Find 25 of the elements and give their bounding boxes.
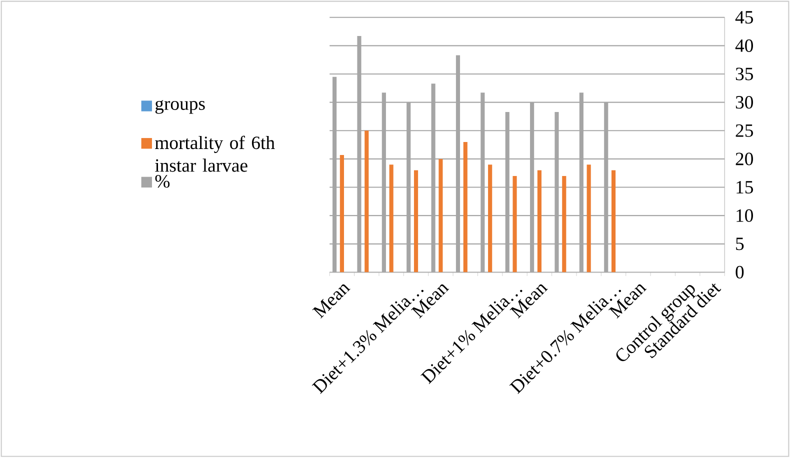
- y-tick-label: 45: [735, 11, 753, 24]
- bar: [364, 130, 369, 272]
- bar: [389, 164, 394, 272]
- legend-label: mortality of 6th instar larvae: [155, 136, 275, 172]
- bar: [463, 142, 468, 272]
- y-tick-label: 40: [735, 40, 753, 52]
- y-tick-label: 20: [736, 152, 753, 166]
- y-tick-label: 5: [736, 238, 744, 250]
- bar: [611, 170, 616, 272]
- legend-label: groups: [155, 100, 205, 114]
- y-tick-label: 10: [736, 209, 753, 222]
- bar: [438, 159, 443, 272]
- bar: [340, 155, 344, 272]
- bar: [414, 170, 418, 272]
- legend-label: %: [155, 175, 170, 188]
- bar: [586, 164, 591, 272]
- y-tick-label: 15: [736, 181, 753, 194]
- y-tick-label: 35: [736, 68, 753, 80]
- y-tick-label: 30: [736, 96, 753, 109]
- bar: [562, 176, 566, 272]
- bar: [512, 176, 517, 272]
- bar: [488, 164, 492, 272]
- y-tick-label: 25: [736, 124, 753, 138]
- y-tick-label: 0: [736, 266, 744, 279]
- bar: [537, 170, 542, 272]
